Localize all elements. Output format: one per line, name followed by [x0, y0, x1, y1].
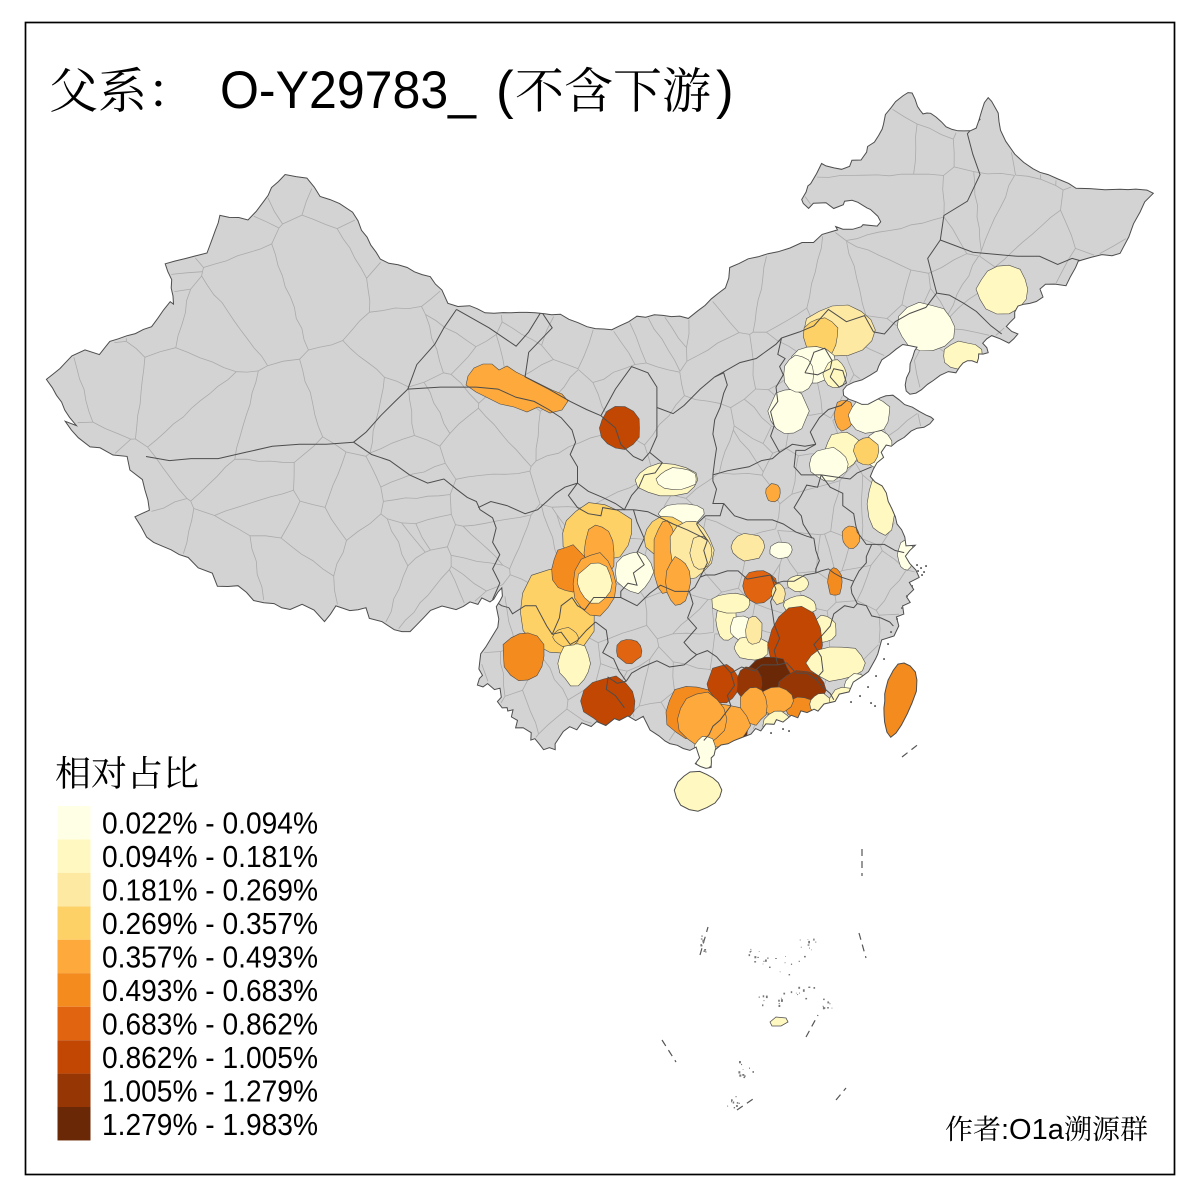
svg-text:): ) — [716, 61, 734, 120]
svg-text:1.005% - 1.279%: 1.005% - 1.279% — [102, 1073, 318, 1108]
svg-text:0.493% - 0.683%: 0.493% - 0.683% — [102, 973, 318, 1008]
svg-text:0.269% - 0.357%: 0.269% - 0.357% — [102, 906, 318, 941]
svg-text:1.279% - 1.983%: 1.279% - 1.983% — [102, 1107, 318, 1142]
svg-text:0.357% - 0.493%: 0.357% - 0.493% — [102, 940, 318, 975]
svg-text:0.862% - 1.005%: 0.862% - 1.005% — [102, 1040, 318, 1075]
svg-text:0.022% - 0.094%: 0.022% - 0.094% — [102, 806, 318, 841]
svg-text:(: ( — [496, 61, 514, 120]
svg-text:0.181% - 0.269%: 0.181% - 0.269% — [102, 873, 318, 908]
svg-text::O1a: :O1a — [1001, 1114, 1065, 1146]
svg-text:O-Y29783_: O-Y29783_ — [220, 61, 477, 120]
svg-text:0.683% - 0.862%: 0.683% - 0.862% — [102, 1006, 318, 1041]
svg-text:0.094% - 0.181%: 0.094% - 0.181% — [102, 839, 318, 874]
